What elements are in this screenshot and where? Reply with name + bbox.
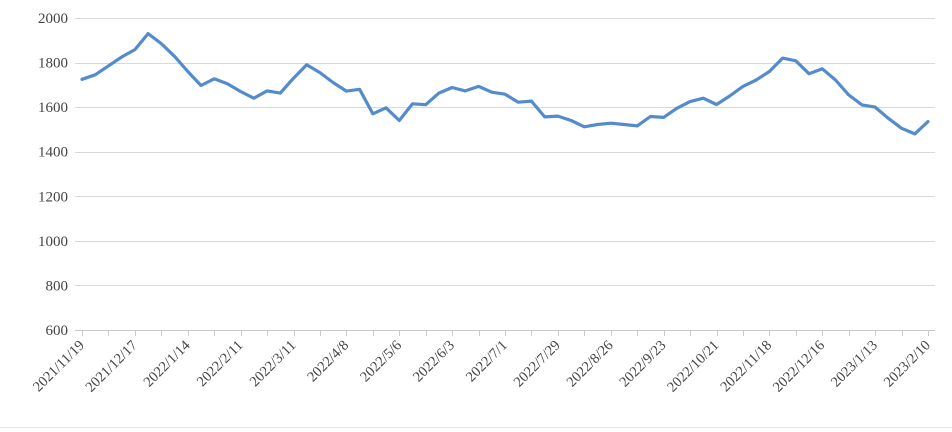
x-tick-label: 2021/12/17 [83,338,141,396]
y-tick-label: 1400 [38,145,68,161]
y-tick-label: 600 [46,323,69,339]
y-tick-label: 2000 [38,11,68,27]
y-tick-label: 1000 [38,234,68,250]
x-tick-label: 2022/9/23 [617,338,670,391]
x-tick-label: 2022/1/14 [141,337,194,390]
x-tick-label: 2022/10/21 [664,338,722,396]
y-tick-label: 1600 [38,100,68,116]
x-tick-label: 2023/2/10 [881,338,934,391]
x-tick-label: 2022/11/18 [718,338,776,396]
x-tick-label: 2022/2/11 [194,338,247,391]
x-tick-label: 2022/12/16 [770,338,828,396]
x-tick-label: 2022/3/11 [247,338,300,391]
data-series-line [80,31,930,136]
y-tick-label: 1200 [38,189,68,205]
x-tick-label: 2022/5/6 [357,338,405,386]
x-tick-label: 2022/8/26 [564,338,617,391]
x-tick-label: 2022/6/3 [410,338,458,386]
y-tick-label: 1800 [38,56,68,72]
x-tick-label: 2021/11/19 [30,338,88,396]
x-tick-label: 2022/4/8 [304,338,352,386]
x-tick-label: 2022/7/29 [511,338,564,391]
x-tick-label: 2023/1/13 [828,338,881,391]
chart-bottom-border [0,427,952,428]
y-tick-label: 800 [46,278,69,294]
x-tick-label: 2022/7/1 [463,338,511,386]
